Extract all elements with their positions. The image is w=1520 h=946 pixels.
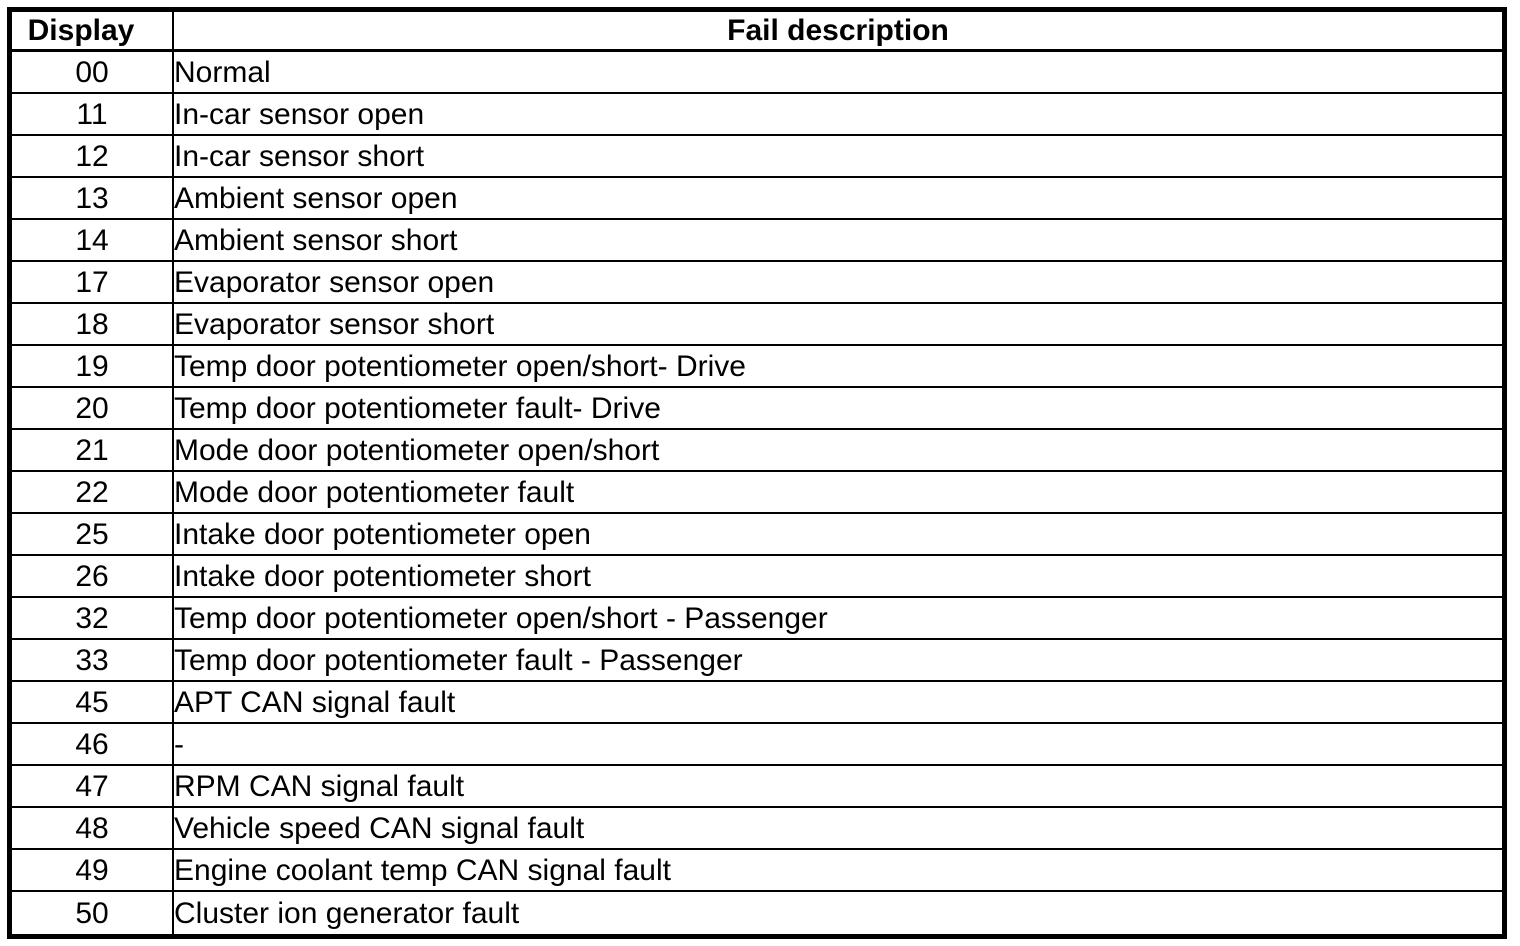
- fail-description: Intake door potentiometer open: [172, 514, 1502, 556]
- fail-description: Temp door potentiometer fault - Passenge…: [172, 640, 1502, 682]
- fail-description: In-car sensor short: [172, 136, 1502, 178]
- fail-description: Mode door potentiometer open/short: [172, 430, 1502, 472]
- table-row: 45 APT CAN signal fault: [12, 682, 1502, 724]
- table-row: 12 In-car sensor short: [12, 136, 1502, 178]
- column-header-display: Display: [12, 12, 172, 52]
- header-row: Display Fail description: [12, 12, 1502, 52]
- display-code: 22: [12, 472, 172, 514]
- display-code: 32: [12, 598, 172, 640]
- table-row: 13 Ambient sensor open: [12, 178, 1502, 220]
- fail-description: Ambient sensor short: [172, 220, 1502, 262]
- display-code: 14: [12, 220, 172, 262]
- table-row: 47 RPM CAN signal fault: [12, 766, 1502, 808]
- display-code: 17: [12, 262, 172, 304]
- display-code: 18: [12, 304, 172, 346]
- fail-description: RPM CAN signal fault: [172, 766, 1502, 808]
- column-header-fail-description: Fail description: [172, 12, 1502, 52]
- fail-description: Engine coolant temp CAN signal fault: [172, 850, 1502, 892]
- fail-description: Ambient sensor open: [172, 178, 1502, 220]
- fail-description: Temp door potentiometer fault- Drive: [172, 388, 1502, 430]
- table-row: 49 Engine coolant temp CAN signal fault: [12, 850, 1502, 892]
- table-row: 14 Ambient sensor short: [12, 220, 1502, 262]
- display-code: 26: [12, 556, 172, 598]
- table-row: 50 Cluster ion generator fault: [12, 892, 1502, 934]
- table-row: 46 -: [12, 724, 1502, 766]
- display-code: 11: [12, 94, 172, 136]
- fail-description: -: [172, 724, 1502, 766]
- fail-description: Temp door potentiometer open/short- Driv…: [172, 346, 1502, 388]
- display-code: 00: [12, 52, 172, 94]
- table-row: 22 Mode door potentiometer fault: [12, 472, 1502, 514]
- table-row: 18 Evaporator sensor short: [12, 304, 1502, 346]
- display-code: 20: [12, 388, 172, 430]
- fail-description: Normal: [172, 52, 1502, 94]
- display-code: 45: [12, 682, 172, 724]
- fail-description: Evaporator sensor open: [172, 262, 1502, 304]
- table-row: 00 Normal: [12, 52, 1502, 94]
- fail-code-table: Display Fail description 00 Normal 11 In…: [7, 7, 1507, 939]
- display-code: 12: [12, 136, 172, 178]
- fail-description: Mode door potentiometer fault: [172, 472, 1502, 514]
- display-code: 25: [12, 514, 172, 556]
- table-row: 20 Temp door potentiometer fault- Drive: [12, 388, 1502, 430]
- fail-description: Evaporator sensor short: [172, 304, 1502, 346]
- table-row: 21 Mode door potentiometer open/short: [12, 430, 1502, 472]
- display-code: 47: [12, 766, 172, 808]
- table-row: 32 Temp door potentiometer open/short - …: [12, 598, 1502, 640]
- table-row: 33 Temp door potentiometer fault - Passe…: [12, 640, 1502, 682]
- table-row: 48 Vehicle speed CAN signal fault: [12, 808, 1502, 850]
- display-code: 13: [12, 178, 172, 220]
- table-row: 26 Intake door potentiometer short: [12, 556, 1502, 598]
- fail-description: In-car sensor open: [172, 94, 1502, 136]
- table-row: 11 In-car sensor open: [12, 94, 1502, 136]
- table-row: 19 Temp door potentiometer open/short- D…: [12, 346, 1502, 388]
- display-code: 46: [12, 724, 172, 766]
- fail-description: APT CAN signal fault: [172, 682, 1502, 724]
- table-row: 25 Intake door potentiometer open: [12, 514, 1502, 556]
- display-code: 21: [12, 430, 172, 472]
- display-code: 50: [75, 896, 109, 930]
- display-code: 19: [12, 346, 172, 388]
- display-code: 33: [12, 640, 172, 682]
- fail-description: Intake door potentiometer short: [172, 556, 1502, 598]
- display-code: 49: [12, 850, 172, 892]
- display-code: 48: [12, 808, 172, 850]
- fail-description: Vehicle speed CAN signal fault: [172, 808, 1502, 850]
- fail-description: Temp door potentiometer open/short - Pas…: [172, 598, 1502, 640]
- fail-description: Cluster ion generator fault: [172, 892, 1502, 934]
- table-row: 17 Evaporator sensor open: [12, 262, 1502, 304]
